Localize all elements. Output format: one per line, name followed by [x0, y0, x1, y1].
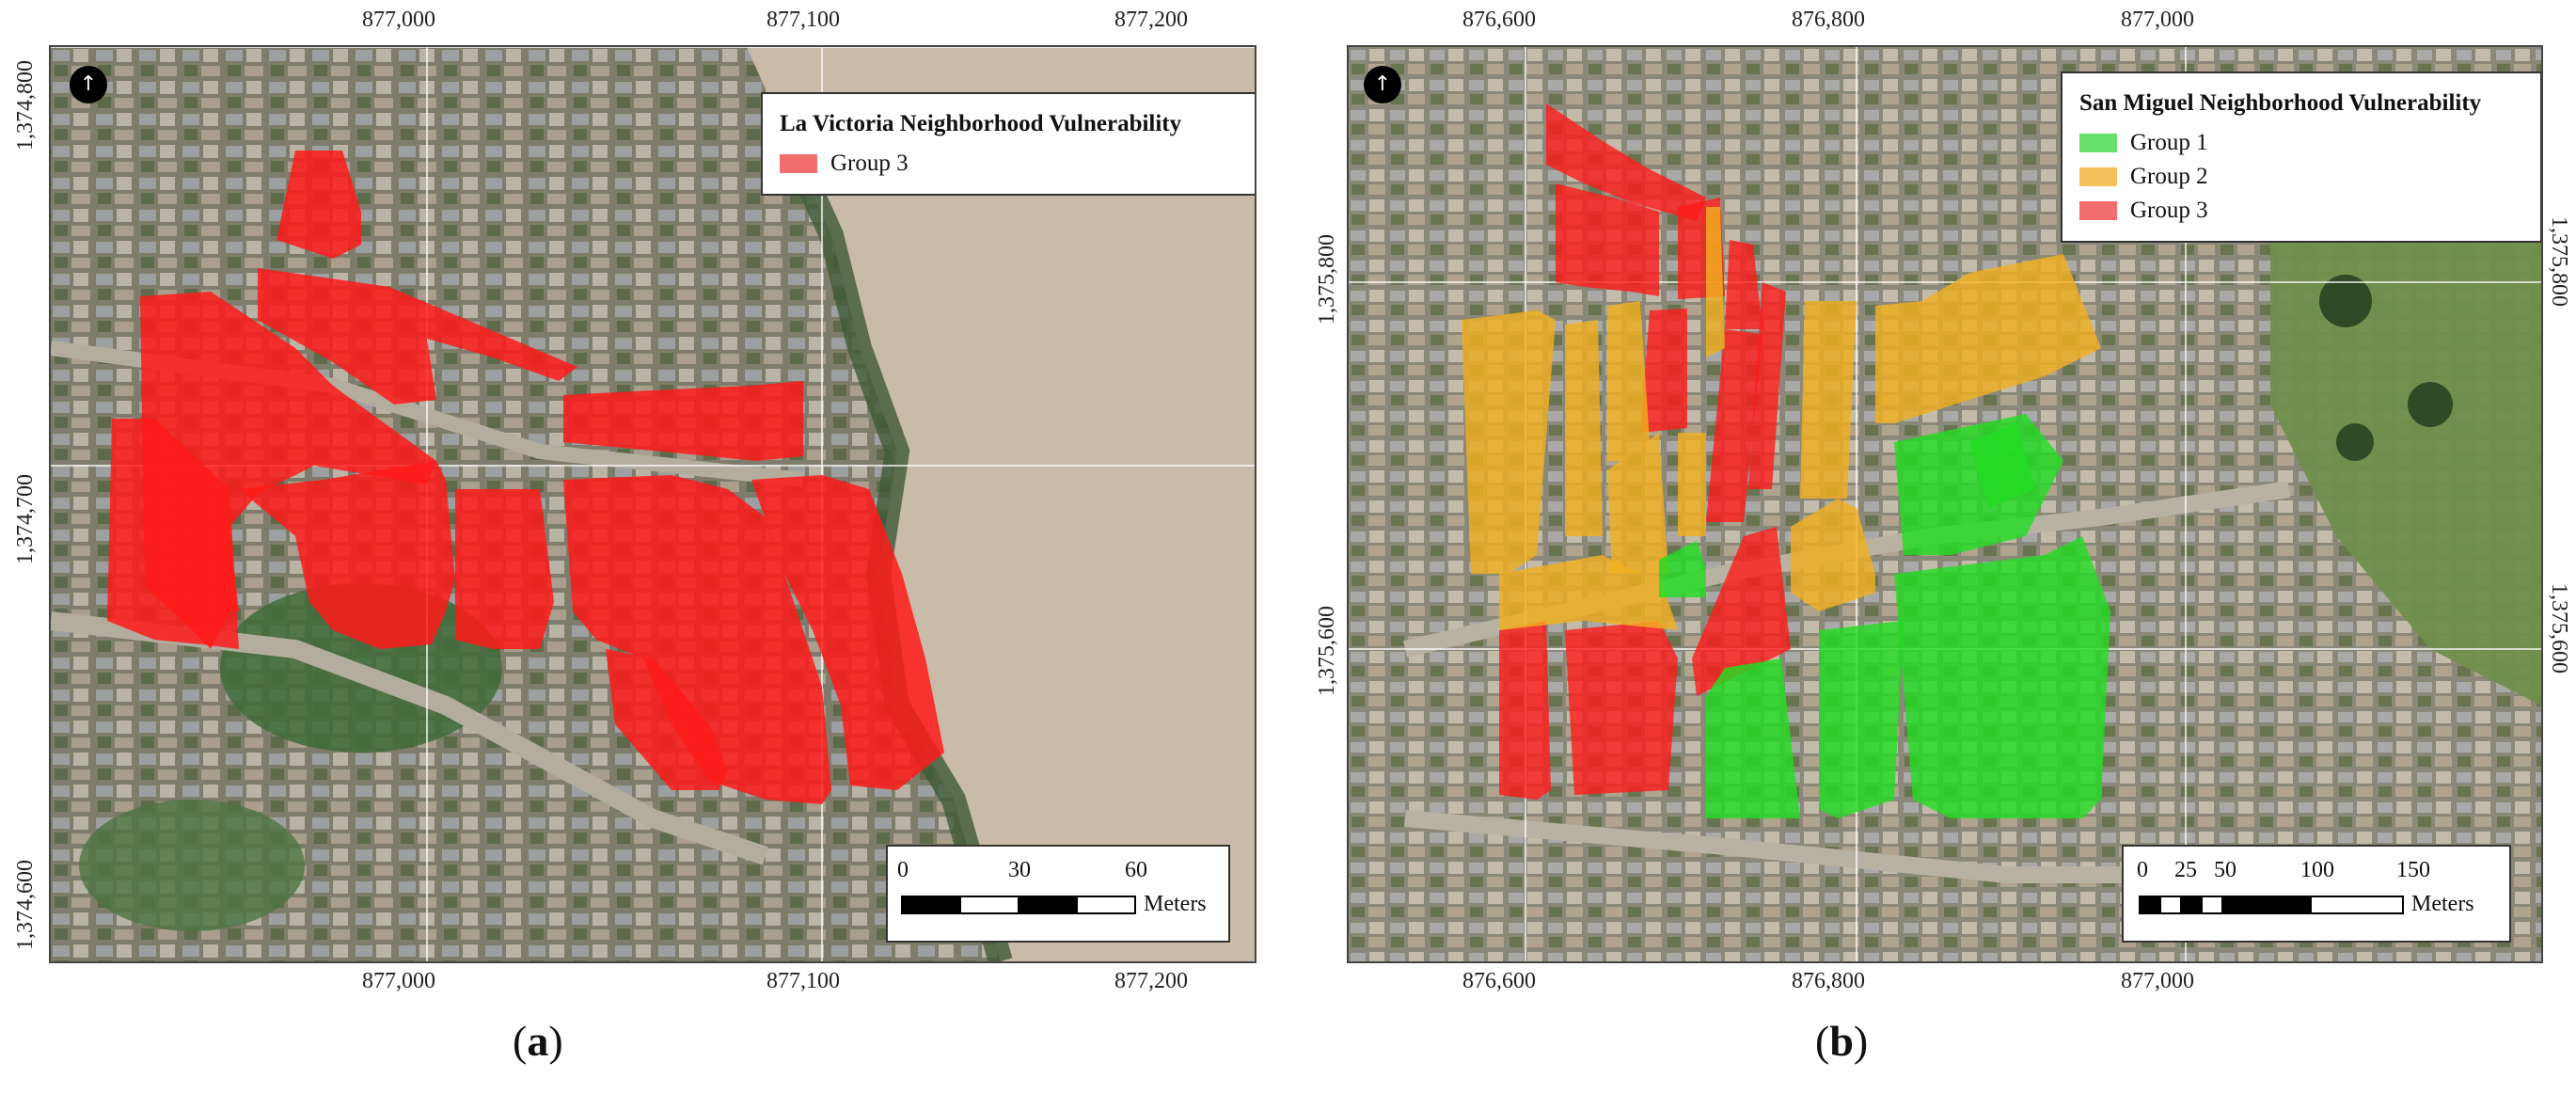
scalebar-segment [2139, 896, 2161, 914]
scalebar-label: 150 [2396, 858, 2430, 882]
legend-swatch [780, 154, 817, 173]
north-arrow-icon: ↑ [70, 66, 107, 103]
map-a[interactable]: ↑ La Victoria Neighborhood Vulnerability… [49, 45, 1256, 963]
scalebar-b: 0 25 50 100 150 Meters [2122, 845, 2511, 943]
x-tick-bottom: 876,600 [1462, 969, 1536, 993]
legend-swatch [2079, 201, 2117, 220]
scalebar-segment [959, 896, 1019, 914]
group3-blocks [1499, 103, 1791, 800]
legend-swatch [2079, 134, 2117, 152]
north-arrow-icon: ↑ [1364, 66, 1401, 103]
map-b-imagery [1349, 47, 2541, 961]
scalebar-a: 0 30 60 Meters [886, 845, 1230, 943]
legend-a: La Victoria Neighborhood Vulnerability G… [761, 92, 1255, 196]
scalebar-label: 25 [2174, 858, 2197, 882]
legend-item: Group 2 [2079, 164, 2521, 190]
map-a-imagery [51, 47, 1255, 961]
scalebar-segment [2310, 896, 2404, 914]
scalebar-label: 0 [897, 858, 909, 882]
legend-label: Group 3 [830, 151, 909, 176]
x-tick-top: 876,600 [1462, 8, 1536, 32]
scalebar-segment [1018, 896, 1078, 914]
legend-title: San Miguel Neighborhood Vulnerability [2079, 90, 2482, 116]
panel-b-label: (b) [1815, 1016, 1868, 1066]
map-b[interactable]: ↑ San Miguel Neighborhood Vulnerability … [1347, 45, 2543, 963]
x-tick-bottom: 877,000 [362, 969, 435, 993]
scalebar-segment [2180, 896, 2203, 914]
y-tick-left: 1,375,800 [1315, 234, 1339, 325]
group1-blocks [1659, 414, 2110, 818]
scalebar-label: 60 [1125, 858, 1147, 882]
legend-title: La Victoria Neighborhood Vulnerability [780, 111, 1182, 136]
y-tick-left: 1,375,600 [1315, 606, 1339, 696]
scalebar-segment [2221, 896, 2312, 914]
scalebar-segment [2159, 896, 2182, 914]
scalebar-label: 100 [2300, 858, 2334, 882]
x-tick-top: 877,100 [766, 8, 840, 32]
scalebar-label: 30 [1008, 858, 1031, 882]
scalebar-label: 50 [2214, 858, 2236, 882]
x-tick-top: 876,800 [1792, 8, 1865, 32]
scalebar-segment [901, 896, 961, 914]
panel-letter: a [527, 1017, 549, 1065]
panel-letter: b [1829, 1017, 1854, 1065]
paren-close: ) [548, 1017, 563, 1065]
y-tick-left: 1,374,600 [13, 860, 38, 950]
y-tick-right: 1,375,600 [2547, 583, 2571, 674]
group3-blocks [107, 151, 944, 804]
x-tick-top: 877,000 [2121, 8, 2194, 32]
group2-blocks [1462, 207, 2101, 630]
y-tick-left: 1,374,700 [13, 474, 38, 564]
legend-label: Group 2 [2130, 164, 2208, 189]
x-tick-bottom: 877,200 [1114, 969, 1188, 993]
legend-label: Group 1 [2130, 130, 2208, 155]
scalebar-units: Meters [1144, 892, 1207, 916]
x-tick-bottom: 877,100 [766, 969, 840, 993]
y-tick-left: 1,374,800 [13, 60, 38, 151]
y-tick-right: 1,375,800 [2547, 216, 2571, 307]
paren-open: ( [1815, 1017, 1830, 1065]
x-tick-top: 877,000 [362, 8, 435, 32]
x-tick-bottom: 876,800 [1792, 969, 1865, 993]
legend-swatch [2079, 167, 2117, 186]
scalebar-units: Meters [2411, 892, 2474, 916]
scalebar-segment [2201, 896, 2223, 914]
legend-item: Group 1 [2079, 130, 2521, 156]
legend-b: San Miguel Neighborhood Vulnerability Gr… [2061, 71, 2541, 243]
paren-close: ) [1853, 1017, 1869, 1065]
panel-a-label: (a) [513, 1016, 563, 1066]
legend-item: Group 3 [2079, 198, 2521, 224]
scalebar-label: 0 [2137, 858, 2148, 882]
x-tick-top: 877,200 [1114, 8, 1188, 32]
legend-item: Group 3 [780, 151, 1241, 177]
scalebar-segment [1076, 896, 1136, 914]
paren-open: ( [513, 1017, 528, 1065]
legend-label: Group 3 [2130, 198, 2208, 223]
x-tick-bottom: 877,000 [2121, 969, 2194, 993]
